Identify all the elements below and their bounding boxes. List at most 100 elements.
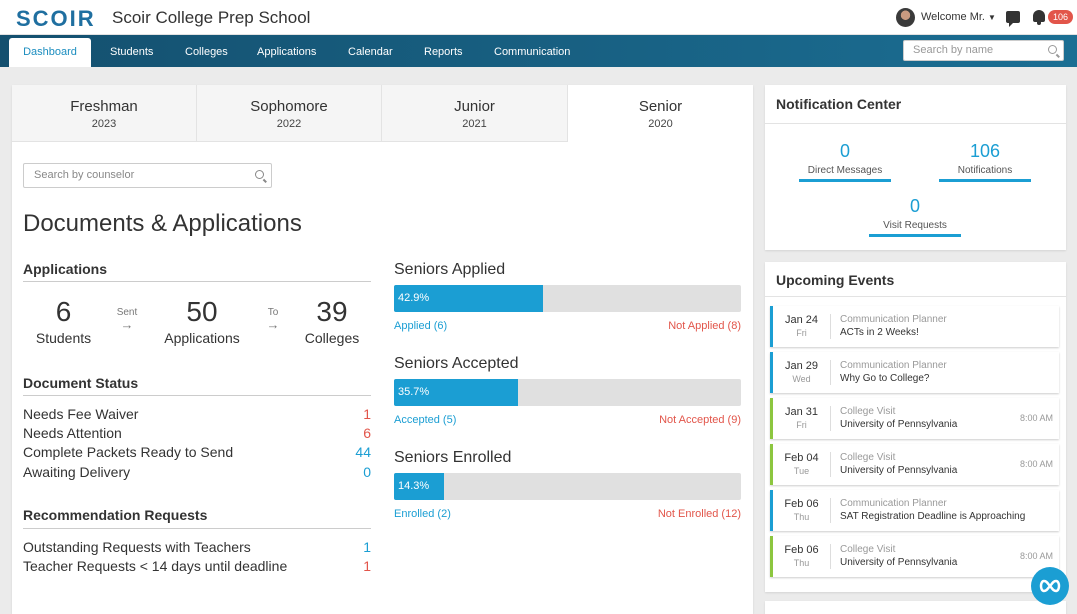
visit-requests-counter[interactable]: 0 Visit Requests xyxy=(869,196,961,237)
page-title: Documents & Applications xyxy=(23,210,302,237)
status-row-count: 1 xyxy=(363,406,371,422)
event-name: University of Pennsylvania xyxy=(840,465,958,476)
event-date: Jan 31 xyxy=(784,406,819,418)
status-row-count: 6 xyxy=(363,425,371,441)
seniors-applied-bar[interactable]: 42.9% xyxy=(394,285,741,312)
accepted-link[interactable]: Accepted (5) xyxy=(394,414,457,426)
event-name: Why Go to College? xyxy=(840,373,930,384)
notification-center-title: Notification Center xyxy=(776,96,902,112)
status-row-needs-attention[interactable]: Needs Attention 6 xyxy=(23,425,371,444)
counselor-search-placeholder: Search by counselor xyxy=(34,169,135,181)
event-time: 8:00 AM xyxy=(1019,413,1053,423)
not-applied-link[interactable]: Not Applied (8) xyxy=(668,320,741,332)
event-type: College Visit xyxy=(840,452,896,463)
nav-applications[interactable]: Applications xyxy=(257,46,317,58)
avatar[interactable] xyxy=(896,8,915,27)
scoir-logo[interactable]: SCOIR xyxy=(16,6,96,31)
event-name: University of Pennsylvania xyxy=(840,557,958,568)
search-icon xyxy=(1048,45,1057,54)
direct-messages-count: 0 xyxy=(839,141,850,161)
seniors-accepted-percent: 35.7% xyxy=(398,386,430,398)
seniors-enrolled-bar[interactable]: 14.3% xyxy=(394,473,741,500)
divider xyxy=(765,296,1066,297)
tab-sophomore-name: Sophomore xyxy=(250,98,328,115)
nav-students[interactable]: Students xyxy=(110,46,154,58)
name-search-input[interactable]: Search by name xyxy=(903,40,1064,61)
main-nav: Dashboard Students Colleges Applications… xyxy=(0,35,1077,67)
seniors-accepted-bar[interactable]: 35.7% xyxy=(394,379,741,406)
status-row-count: 1 xyxy=(363,539,371,555)
nav-reports[interactable]: Reports xyxy=(424,46,463,58)
event-item[interactable]: Jan 29 Wed Communication Planner Why Go … xyxy=(770,352,1059,393)
status-row-count: 1 xyxy=(363,558,371,574)
help-chat-button[interactable] xyxy=(1031,567,1069,605)
nav-calendar[interactable]: Calendar xyxy=(348,46,393,58)
nav-colleges[interactable]: Colleges xyxy=(185,46,228,58)
applications-heading: Applications xyxy=(23,261,108,277)
sent-connector: Sent → xyxy=(113,307,141,332)
nav-communication[interactable]: Communication xyxy=(494,46,571,58)
event-day: Thu xyxy=(793,512,810,522)
seniors-applied-fill xyxy=(394,285,543,312)
not-accepted-link[interactable]: Not Accepted (9) xyxy=(659,414,741,426)
counselor-search-input[interactable]: Search by counselor xyxy=(23,163,272,188)
divider xyxy=(765,123,1066,124)
bell-icon[interactable] xyxy=(1033,10,1045,25)
next-card xyxy=(765,601,1066,614)
status-row-needs-fee-waiver[interactable]: Needs Fee Waiver 1 xyxy=(23,406,371,425)
tab-freshman-name: Freshman xyxy=(70,98,138,115)
direct-messages-counter[interactable]: 0 Direct Messages xyxy=(799,141,891,182)
divider xyxy=(830,314,831,339)
status-row-complete-packets[interactable]: Complete Packets Ready to Send 44 xyxy=(23,444,371,463)
event-type: College Visit xyxy=(840,544,896,555)
event-item[interactable]: Jan 24 Fri Communication Planner ACTs in… xyxy=(770,306,1059,347)
divider xyxy=(830,498,831,523)
visit-requests-label: Visit Requests xyxy=(869,220,961,237)
divider xyxy=(830,452,831,477)
divider xyxy=(23,528,371,529)
tab-freshman-year: 2023 xyxy=(91,118,117,130)
event-day: Thu xyxy=(793,558,810,568)
tab-junior-name: Junior xyxy=(454,98,495,115)
students-stat[interactable]: 6 Students xyxy=(23,296,104,346)
not-enrolled-link[interactable]: Not Enrolled (12) xyxy=(657,508,741,520)
seniors-enrolled-title: Seniors Enrolled xyxy=(394,449,512,466)
enrolled-link[interactable]: Enrolled (2) xyxy=(394,508,451,520)
tab-junior[interactable]: Junior 2021 xyxy=(382,85,568,142)
status-row-awaiting-delivery[interactable]: Awaiting Delivery 0 xyxy=(23,464,371,483)
notifications-counter[interactable]: 106 Notifications xyxy=(939,141,1031,182)
event-type: Communication Planner xyxy=(840,314,947,325)
event-item[interactable]: Feb 04 Tue College Visit University of P… xyxy=(770,444,1059,485)
event-item[interactable]: Jan 31 Fri College Visit University of P… xyxy=(770,398,1059,439)
event-item[interactable]: Feb 06 Thu Communication Planner SAT Reg… xyxy=(770,490,1059,531)
status-row-outstanding-requests[interactable]: Outstanding Requests with Teachers 1 xyxy=(23,539,371,558)
upcoming-events: Upcoming Events Jan 24 Fri Communication… xyxy=(765,262,1066,592)
status-row-teacher-deadline[interactable]: Teacher Requests < 14 days until deadlin… xyxy=(23,558,371,577)
tab-senior-name: Senior xyxy=(638,98,683,115)
applications-count: 50 xyxy=(186,296,218,327)
document-status-heading: Document Status xyxy=(23,375,139,391)
event-item[interactable]: Feb 06 Thu College Visit University of P… xyxy=(770,536,1059,577)
tab-sophomore-year: 2022 xyxy=(276,118,302,130)
seniors-enrolled-fill xyxy=(394,473,444,500)
event-name: University of Pennsylvania xyxy=(840,419,958,430)
tab-senior[interactable]: Senior 2020 xyxy=(568,85,753,142)
colleges-stat[interactable]: 39 Colleges xyxy=(296,296,368,346)
nav-dashboard[interactable]: Dashboard xyxy=(9,38,91,67)
event-day: Wed xyxy=(792,374,811,384)
arrow-right-icon: → xyxy=(266,317,280,332)
chat-icon[interactable] xyxy=(1006,11,1020,27)
applied-link[interactable]: Applied (6) xyxy=(394,320,448,332)
seniors-accepted-title: Seniors Accepted xyxy=(394,355,519,372)
status-row-label: Needs Attention xyxy=(23,425,122,441)
upcoming-events-title: Upcoming Events xyxy=(776,272,895,288)
tab-sophomore[interactable]: Sophomore 2022 xyxy=(197,85,382,142)
applications-stat[interactable]: 50 Applications xyxy=(158,296,246,346)
notification-badge[interactable]: 106 xyxy=(1048,10,1074,24)
status-row-count: 0 xyxy=(363,464,371,480)
colleges-count: 39 xyxy=(316,296,348,327)
tab-freshman[interactable]: Freshman 2023 xyxy=(12,85,197,142)
user-menu[interactable]: Welcome Mr. ▼ xyxy=(921,11,996,23)
visit-requests-count: 0 xyxy=(909,196,920,216)
divider xyxy=(830,544,831,569)
